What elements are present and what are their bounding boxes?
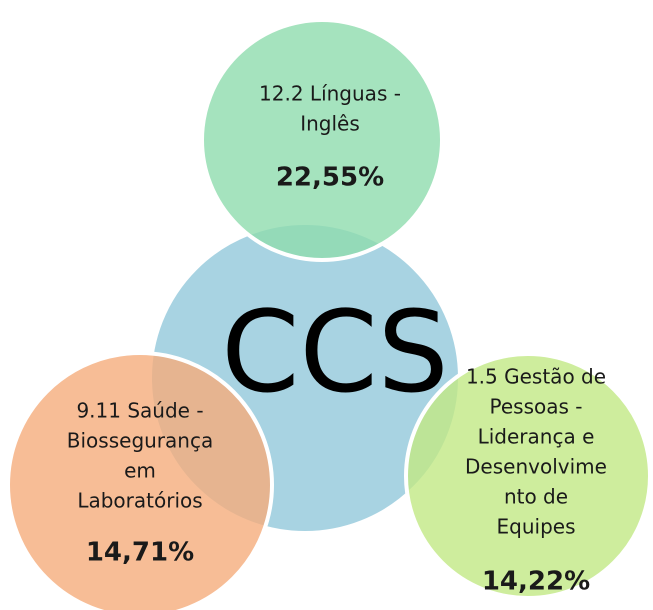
node-label: Equipes: [497, 515, 576, 539]
center-label: CCS: [221, 288, 449, 418]
node-percent: 22,55%: [276, 163, 384, 193]
node-label: Laboratórios: [77, 489, 202, 513]
node-label: em: [124, 459, 156, 483]
node-label: Biossegurança: [67, 429, 213, 453]
node-percent: 14,22%: [482, 567, 590, 597]
node-label: nto de: [504, 485, 568, 509]
node-label: Pessoas -: [490, 395, 583, 419]
node-percent: 14,71%: [86, 538, 194, 568]
node-label: Inglês: [300, 112, 360, 136]
node-label: Liderança e: [478, 425, 595, 449]
node-circle: [6, 351, 274, 610]
node-label: 9.11 Saúde -: [76, 399, 203, 423]
node-label: 12.2 Línguas -: [259, 82, 401, 106]
node-label: Desenvolvime: [465, 455, 607, 479]
node-label: 1.5 Gestão de: [466, 365, 606, 389]
node-circle: [200, 18, 444, 262]
node-circle: [404, 352, 652, 600]
